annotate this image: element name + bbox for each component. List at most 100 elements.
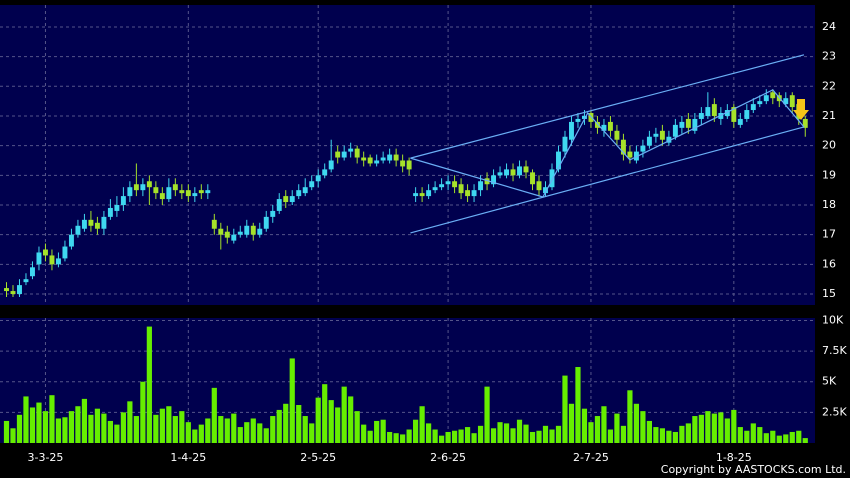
volume-bar xyxy=(568,403,575,443)
volume-bar xyxy=(419,406,425,443)
volume-bar xyxy=(653,427,659,443)
candle-body xyxy=(315,175,321,182)
candle-body xyxy=(159,193,165,200)
candle-body xyxy=(413,193,419,197)
volume-bar xyxy=(257,423,263,443)
volume-bar xyxy=(698,414,704,443)
volume-bar xyxy=(646,420,652,443)
candle-body xyxy=(763,95,769,102)
candle-body xyxy=(692,118,698,131)
candle-body xyxy=(81,219,87,229)
x-tick-label: 1-8-25 xyxy=(716,451,752,464)
volume-bar xyxy=(231,413,237,443)
candle-body xyxy=(4,288,9,292)
candle-body xyxy=(744,110,750,119)
candle-body xyxy=(633,151,639,161)
candle-body xyxy=(393,154,399,161)
candle-body xyxy=(504,169,510,176)
candle-body xyxy=(30,267,35,277)
volume-bar xyxy=(471,433,477,443)
candle-body xyxy=(549,169,555,188)
candle-body xyxy=(192,193,198,197)
candle-body xyxy=(471,190,477,197)
candle-body xyxy=(367,157,373,164)
candle-body xyxy=(679,121,685,128)
y-tick-label: 23 xyxy=(822,50,836,63)
candle-body xyxy=(374,160,380,164)
candle-body xyxy=(672,124,678,137)
price-panel xyxy=(0,5,815,305)
volume-bar xyxy=(705,411,711,443)
volume-bar xyxy=(607,429,614,443)
candle-body xyxy=(296,190,302,197)
candle-body xyxy=(341,151,347,158)
candle-body xyxy=(646,136,652,146)
y-tick-label: 24 xyxy=(822,20,836,33)
volume-bar xyxy=(432,429,438,443)
volume-bar xyxy=(3,420,10,443)
candle-body xyxy=(705,107,711,116)
volume-bar xyxy=(601,406,607,443)
candle-body xyxy=(166,187,172,200)
candle-body xyxy=(737,118,743,125)
candle-body xyxy=(36,252,42,265)
volume-bar xyxy=(23,396,29,443)
volume-bar xyxy=(107,420,113,443)
volume-bar xyxy=(438,435,445,443)
volume-bar xyxy=(802,438,808,443)
volume-bar xyxy=(55,418,62,443)
volume-bar xyxy=(374,420,380,443)
candle-body xyxy=(302,187,308,194)
volume-bar xyxy=(484,386,490,443)
candle-body xyxy=(445,181,451,185)
y-tick-label: 5K xyxy=(822,375,837,388)
volume-bar xyxy=(75,406,81,443)
x-tick-label: 2-5-25 xyxy=(300,451,336,464)
candle-body xyxy=(569,121,574,140)
candle-body xyxy=(491,175,497,185)
candle-body xyxy=(309,181,315,188)
volume-bar xyxy=(140,381,146,443)
candle-body xyxy=(263,216,269,229)
volume-bar xyxy=(49,395,55,443)
candle-body xyxy=(627,151,633,158)
volume-bar xyxy=(218,416,224,443)
x-tick-label: 1-4-25 xyxy=(170,451,206,464)
candle-body xyxy=(731,107,737,122)
candle-body xyxy=(172,184,178,191)
candle-body xyxy=(114,205,120,211)
volume-bar xyxy=(237,427,243,443)
candle-body xyxy=(543,187,548,194)
candle-body xyxy=(517,166,522,176)
volume-bar xyxy=(451,430,458,443)
volume-bar xyxy=(413,419,419,443)
candle-body xyxy=(270,210,276,217)
candle-body xyxy=(783,98,789,105)
volume-bar xyxy=(62,417,68,443)
candle-body xyxy=(607,121,613,131)
trend-line xyxy=(410,126,805,234)
volume-bar xyxy=(406,429,412,443)
volume-bar xyxy=(185,422,191,443)
volume-bar xyxy=(302,416,308,443)
y-tick-label: 15 xyxy=(822,287,836,300)
volume-bar xyxy=(198,424,204,443)
volume-bar xyxy=(477,425,484,443)
candle-body xyxy=(250,225,256,235)
volume-bar xyxy=(400,434,406,443)
candle-body xyxy=(685,118,691,128)
candle-body xyxy=(601,124,607,131)
volume-bar xyxy=(263,428,269,443)
volume-bar xyxy=(555,425,562,443)
candle-body xyxy=(179,190,185,194)
candle-body xyxy=(55,258,61,265)
candle-body xyxy=(348,148,354,152)
candle-body xyxy=(231,234,237,241)
volume-bar xyxy=(588,422,594,443)
volume-bar xyxy=(627,390,633,443)
volume-bar xyxy=(94,408,101,443)
y-tick-label: 17 xyxy=(822,228,836,241)
candle-body xyxy=(283,196,289,203)
volume-bar xyxy=(672,431,678,443)
volume-bar xyxy=(393,433,399,443)
